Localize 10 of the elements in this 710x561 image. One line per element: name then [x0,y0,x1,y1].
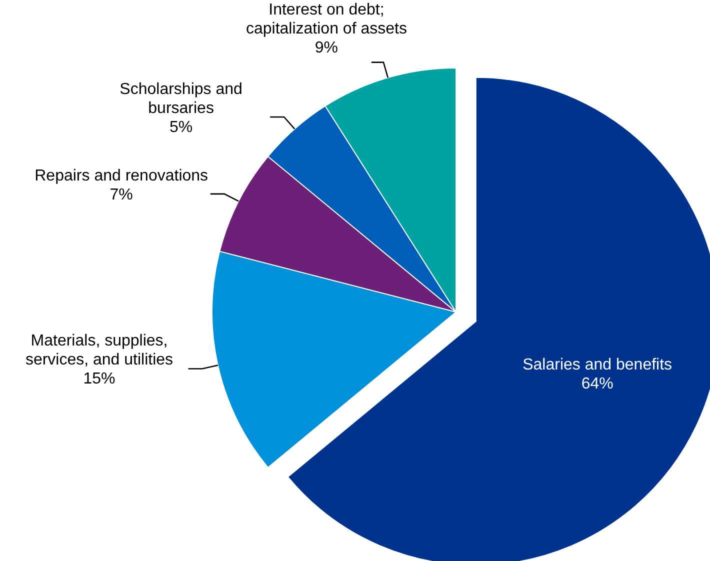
data-label: 9% [314,39,338,56]
slice-label: Salaries and benefits [522,356,672,374]
slice-label: Interest on debt; capitalization of assets [246,1,407,38]
data-label: 5% [169,118,193,136]
data-label: 15% [83,370,116,388]
slice-label: Materials, supplies, services, and utilities [25,332,174,369]
slice-label: Scholarships and bursaries [120,80,242,117]
data-label: 7% [110,186,133,204]
slice-label: Repairs and renovations [34,167,208,184]
data-label: 64% [581,376,614,393]
